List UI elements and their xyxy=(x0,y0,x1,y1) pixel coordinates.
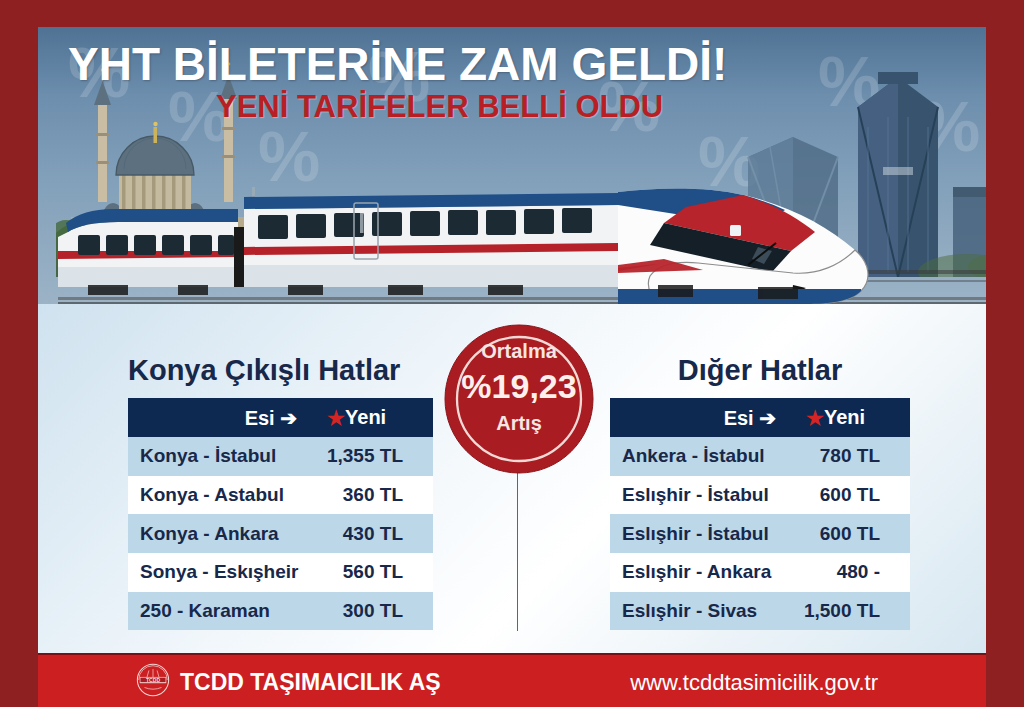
svg-text:TCDD: TCDD xyxy=(146,677,160,683)
